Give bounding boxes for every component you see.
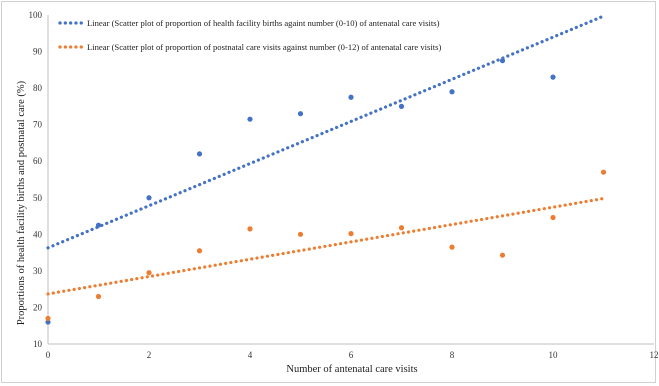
x-tick-label: 6: [349, 350, 354, 360]
axes: [47, 15, 654, 345]
y-tick-labels: 10 20 30 40 50 60 70 80 90 100: [29, 10, 43, 349]
x-tick-label: 12: [650, 350, 659, 360]
y-tick-label: 30: [33, 266, 43, 276]
postnatal-point: [95, 293, 102, 300]
postnatal-point: [449, 244, 455, 250]
x-tick-label: 2: [147, 350, 152, 360]
postnatal-point: [247, 226, 253, 232]
postnatal-point: [196, 248, 203, 254]
births-point: [449, 89, 455, 95]
x-tick-label: 8: [450, 350, 455, 360]
trendlines: [46, 14, 606, 296]
births-point: [398, 103, 405, 109]
y-tick-label: 80: [33, 83, 43, 93]
y-tick-label: 60: [33, 156, 43, 166]
y-tick-label: 50: [33, 193, 43, 203]
y-tick-label: 40: [33, 229, 43, 239]
births-point: [550, 74, 556, 80]
births-point: [297, 111, 304, 117]
births-point: [146, 195, 152, 201]
x-tick-label: 10: [549, 350, 559, 360]
postnatal-trendline: [46, 196, 606, 296]
births-trendline: [46, 14, 606, 250]
births-point: [196, 151, 203, 157]
postnatal-point: [398, 225, 405, 231]
y-tick-label: 70: [33, 120, 43, 130]
y-axis-label: Proportions of health facility births an…: [16, 80, 27, 325]
postnatal-point: [146, 270, 152, 276]
x-tick-label: 0: [46, 350, 51, 360]
data-points: [45, 58, 607, 325]
births-point: [247, 116, 253, 122]
births-point: [45, 319, 51, 325]
births-point: [95, 222, 102, 228]
births-point: [348, 94, 354, 100]
y-tick-label: 20: [33, 302, 43, 312]
postnatal-point: [600, 169, 607, 175]
postnatal-point: [297, 231, 304, 237]
postnatal-point: [499, 252, 506, 258]
postnatal-point: [348, 231, 354, 237]
y-tick-label: 100: [29, 10, 43, 20]
x-tick-labels: 0 2 4 6 8 10 12: [46, 350, 659, 360]
postnatal-legend-label: Linear (Scatter plot of proportion of po…: [87, 42, 442, 52]
y-tick-label: 90: [33, 47, 43, 57]
births-legend-label: Linear (Scatter plot of proportion of he…: [87, 18, 440, 28]
y-tick-label: 10: [33, 339, 43, 349]
legend: Linear (Scatter plot of proportion of he…: [58, 18, 442, 52]
x-axis-label: Number of antenatal care visits: [286, 364, 417, 375]
postnatal-point: [45, 315, 51, 322]
x-tick-label: 4: [248, 350, 253, 360]
births-point: [499, 58, 506, 64]
postnatal-point: [550, 214, 556, 221]
